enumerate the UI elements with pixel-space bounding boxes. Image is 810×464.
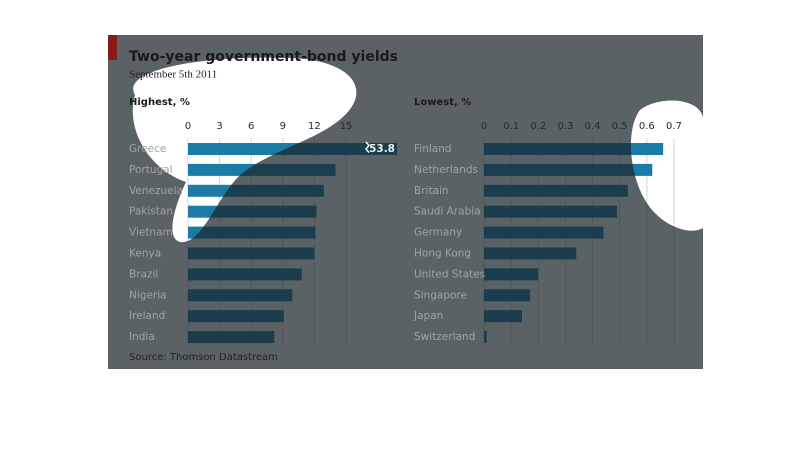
category-label: Vietnam	[129, 227, 173, 239]
category-label: Pakistan	[129, 206, 173, 218]
panel-title: Lowest, %	[414, 97, 471, 108]
category-label: Kenya	[129, 248, 161, 260]
overlay	[108, 35, 703, 369]
x-tick-label: 6	[248, 121, 254, 132]
category-label: Singapore	[414, 289, 467, 301]
axis-break	[365, 141, 370, 153]
category-label: Portugal	[129, 164, 173, 176]
x-tick-label: 3	[216, 121, 222, 132]
category-label: Germany	[414, 227, 462, 239]
x-tick-label: 0.4	[585, 121, 601, 132]
panel-title: Highest, %	[129, 97, 190, 108]
x-tick-label: 12	[308, 121, 321, 132]
x-tick-label: 9	[280, 121, 286, 132]
category-label: Venezuela	[129, 185, 183, 197]
x-tick-label: 0.1	[503, 121, 519, 132]
x-tick-label: 0.7	[666, 121, 682, 132]
x-tick-label: 0	[481, 121, 487, 132]
category-label: Hong Kong	[414, 248, 471, 260]
x-tick-label: 0	[185, 121, 191, 132]
x-tick-label: 15	[340, 121, 353, 132]
category-label: Finland	[414, 143, 452, 155]
category-label: United States	[414, 268, 485, 280]
category-label: Netherlands	[414, 164, 478, 176]
source: Source: Thomson Datastream	[129, 352, 278, 363]
category-label: India	[129, 331, 155, 343]
category-label: Saudi Arabia	[414, 206, 481, 218]
category-label: Greece	[129, 143, 166, 155]
accent-bar	[108, 35, 117, 60]
subtitle: September 5th 2011	[129, 69, 217, 81]
category-label: Britain	[414, 185, 449, 197]
category-label: Japan	[413, 310, 443, 322]
category-label: Switzerland	[414, 331, 475, 343]
x-tick-label: 0.2	[530, 121, 546, 132]
x-tick-label: 0.6	[639, 121, 655, 132]
x-tick-label: 0.5	[612, 121, 628, 132]
category-label: Ireland	[129, 310, 165, 322]
title: Two-year government-bond yields	[129, 49, 398, 65]
x-tick-label: 0.3	[557, 121, 573, 132]
value-label: 53.8	[369, 143, 395, 155]
category-label: Nigeria	[129, 289, 167, 301]
category-label: Brazil	[129, 268, 158, 280]
